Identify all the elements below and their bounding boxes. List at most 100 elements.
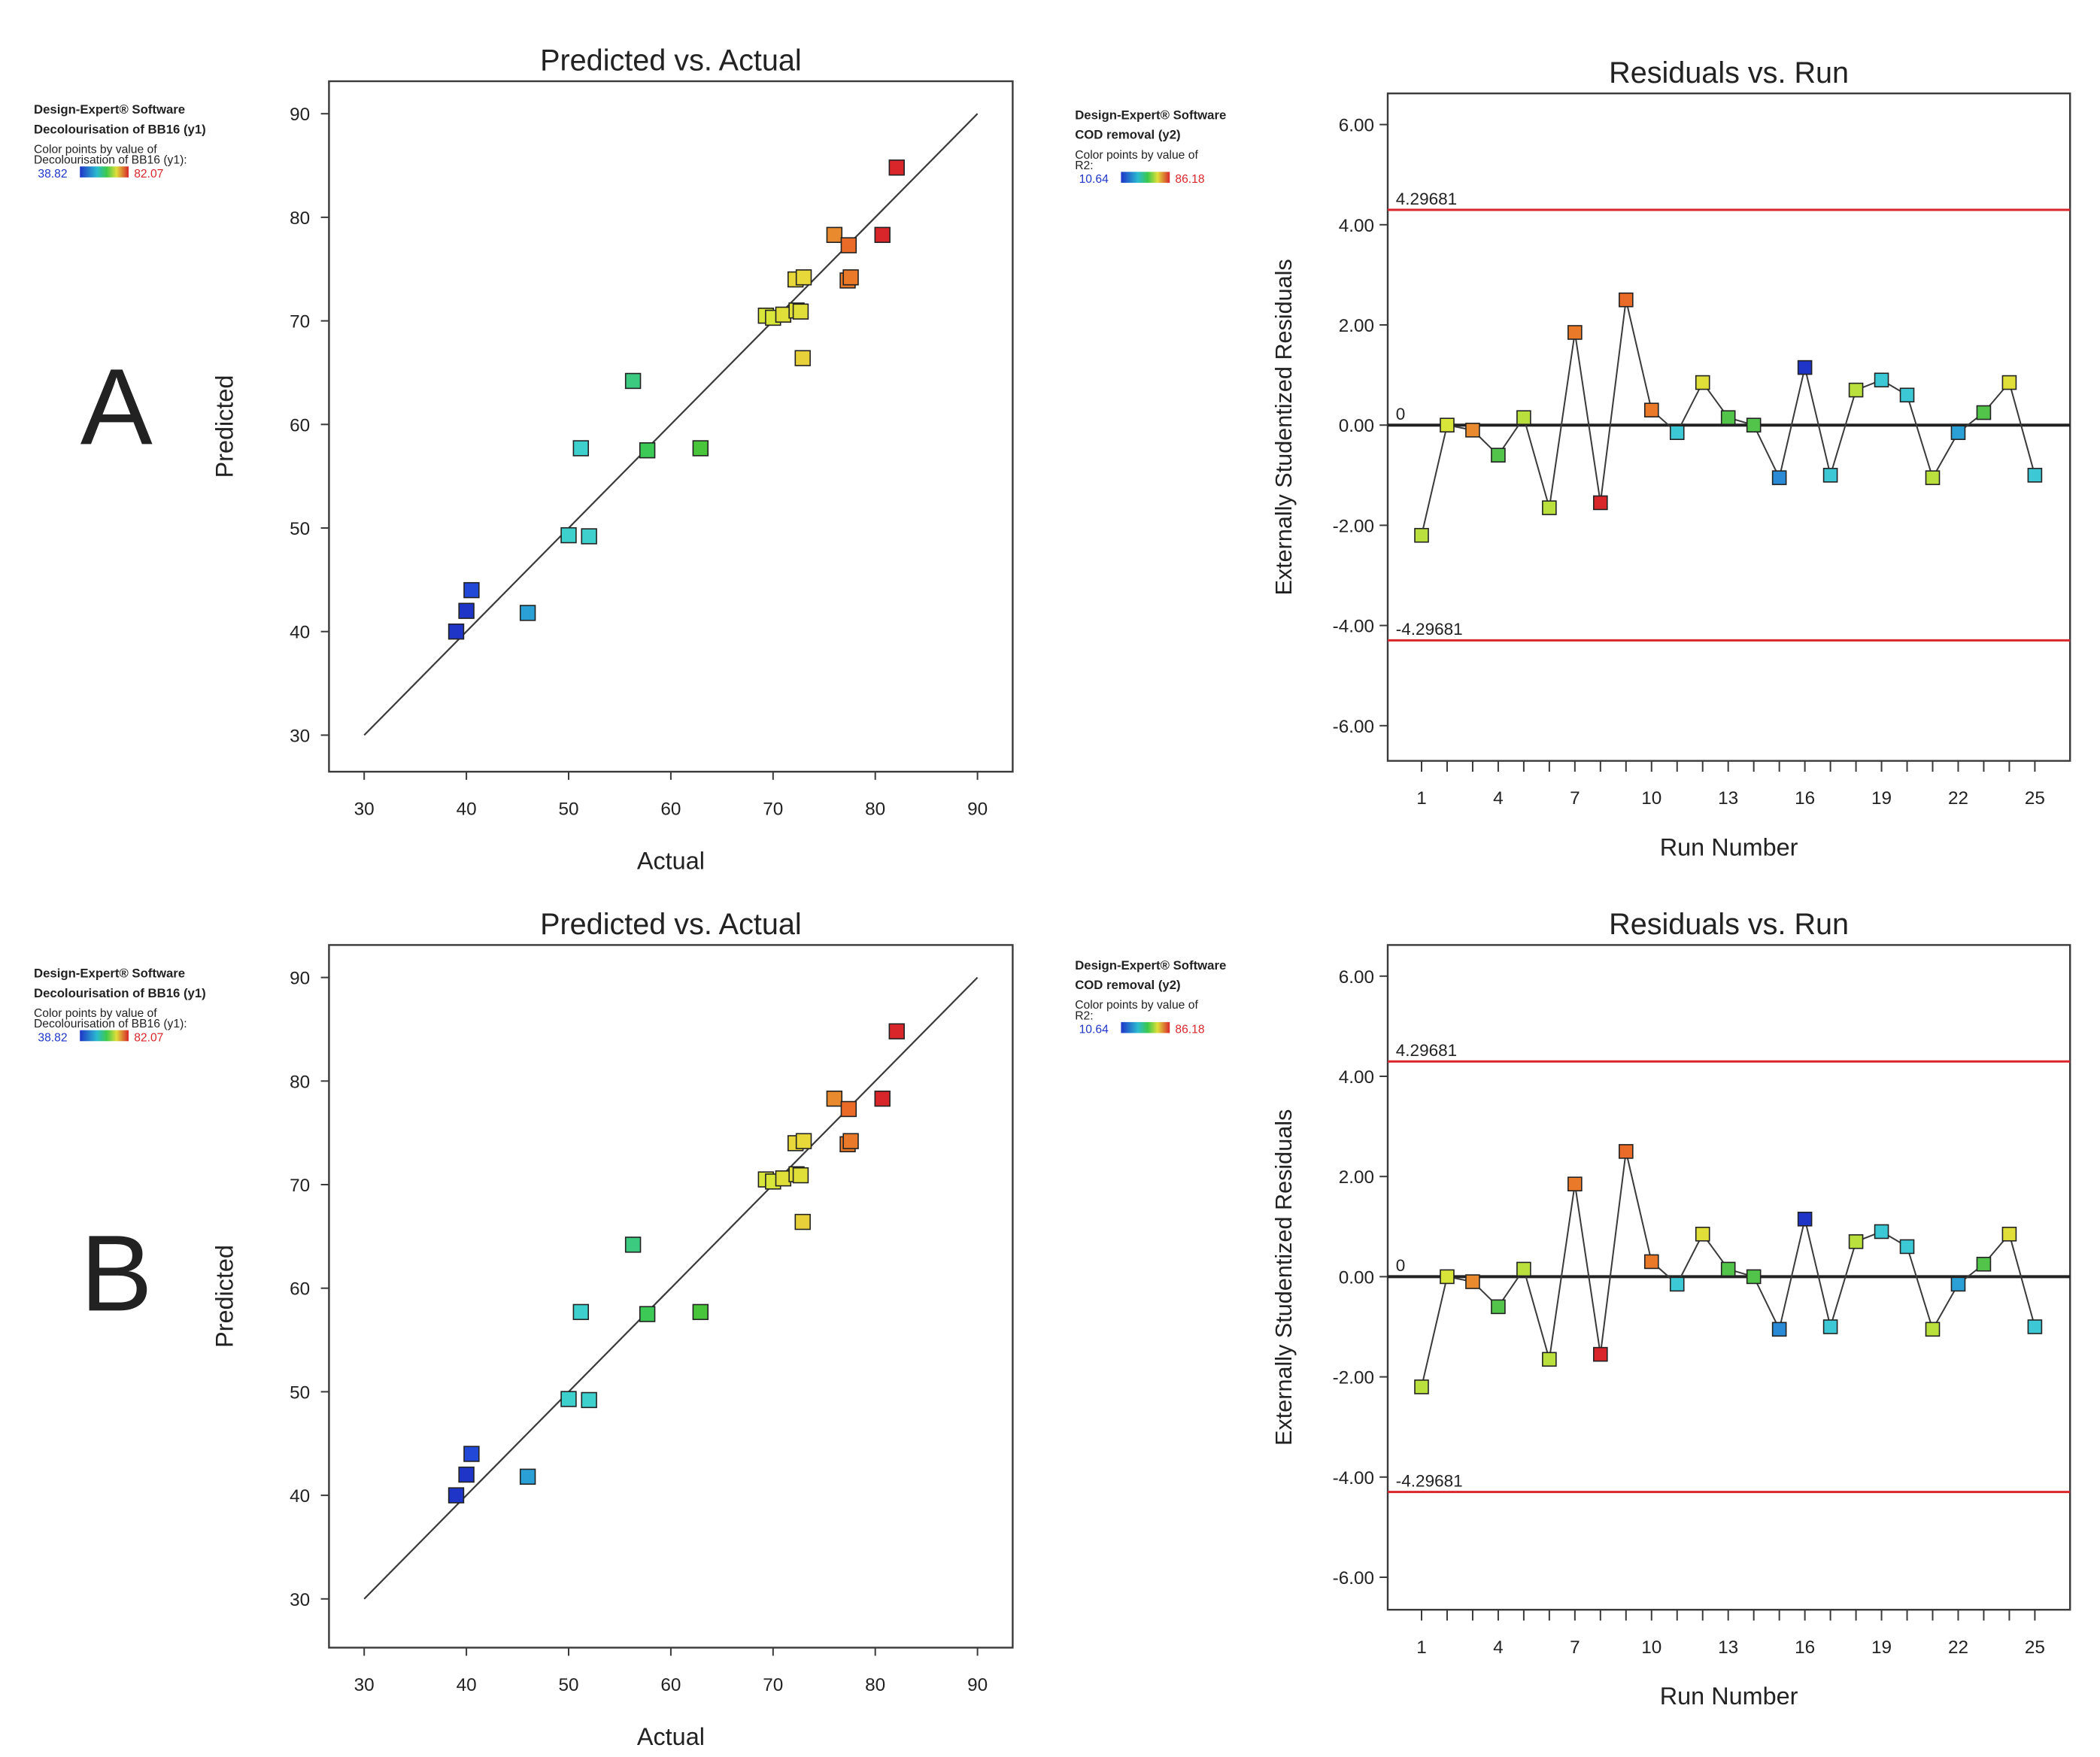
residual-point xyxy=(2027,467,2043,483)
y-tick-label: -2.00 xyxy=(1333,516,1374,536)
left-legend-color-note-2: Decolourisation of BB16 (y1): xyxy=(34,1018,187,1030)
x-tick-label: 60 xyxy=(660,800,681,820)
panel-b: B Design-Expert® Software Decolourisation … xyxy=(34,908,2071,1750)
data-point xyxy=(792,303,809,320)
y-axis-label: Predicted xyxy=(211,1245,238,1348)
y-axis-label: Externally Studentized Residuals xyxy=(1271,259,1297,595)
residual-point xyxy=(1695,1226,1710,1242)
left-legend-low-value: 38.82 xyxy=(38,1031,67,1044)
residual-point xyxy=(1491,448,1506,463)
right-legend-color-note-1: Color points by value of xyxy=(1075,149,1198,162)
y-tick-label: 80 xyxy=(290,208,310,229)
data-point xyxy=(794,1213,811,1231)
data-point xyxy=(826,1091,843,1107)
left-legend-low-value: 38.82 xyxy=(38,168,67,181)
residual-point xyxy=(1925,470,1941,485)
right-legend-color-note-2: R2: xyxy=(1075,1009,1093,1022)
left-legend-response: Decolourisation of BB16 (y1) xyxy=(34,122,206,136)
x-tick-label: 90 xyxy=(967,800,988,820)
data-point xyxy=(581,528,597,545)
y-tick-label: 2.00 xyxy=(1339,316,1374,336)
right-legend-gradient-bar xyxy=(1121,171,1170,184)
right-legend-software: Design-Expert® Software xyxy=(1075,108,1226,122)
left-legend-high-value: 82.07 xyxy=(134,1031,163,1044)
pred-vs-actual-frame xyxy=(328,944,1014,1649)
y-tick-label: 60 xyxy=(290,1279,310,1300)
right-legend-color-note-2: R2: xyxy=(1075,159,1093,172)
residual-point xyxy=(1950,1276,1966,1292)
residual-point xyxy=(1643,402,1659,418)
y-tick-label: 40 xyxy=(290,623,310,643)
data-point xyxy=(448,1487,465,1504)
residual-point xyxy=(1440,1269,1455,1285)
residual-point xyxy=(1797,1212,1813,1227)
residuals-title: Residuals vs. Run xyxy=(1609,908,1849,941)
residual-point xyxy=(1414,527,1429,543)
panel-a: A Design-Expert® Software Decolourisation … xyxy=(34,44,2071,875)
left-legend-color-note-1: Color points by value of xyxy=(34,144,157,156)
data-point xyxy=(795,1133,812,1149)
residual-point xyxy=(1619,292,1634,308)
x-tick-label: 16 xyxy=(1795,1637,1815,1658)
x-axis-label: Run Number xyxy=(1660,1683,1798,1710)
left-legend-color-note-1: Color points by value of xyxy=(34,1007,157,1020)
residual-point xyxy=(1542,1352,1557,1367)
residual-point xyxy=(1516,1261,1531,1277)
y-tick-label: 90 xyxy=(290,105,310,125)
x-tick-label: 4 xyxy=(1493,1637,1504,1658)
pred-vs-actual-title: Predicted vs. Actual xyxy=(540,908,802,941)
left-legend-software: Design-Expert® Software xyxy=(34,102,185,117)
right-legend-response: COD removal (y2) xyxy=(1075,128,1180,142)
lower-limit-label: -4.29681 xyxy=(1396,1471,1463,1490)
x-tick-label: 50 xyxy=(558,800,578,820)
upper-limit-label: 4.29681 xyxy=(1396,190,1457,208)
x-tick-label: 10 xyxy=(1641,1637,1661,1658)
right-legend-gradient-bar xyxy=(1121,1021,1170,1033)
right-legend-high-value: 86.18 xyxy=(1175,173,1204,186)
data-point xyxy=(692,440,709,457)
right-legend-software: Design-Expert® Software xyxy=(1075,958,1226,973)
residual-point xyxy=(1925,1322,1941,1337)
x-tick-label: 22 xyxy=(1948,1637,1968,1658)
data-point xyxy=(775,306,792,323)
residual-point xyxy=(1593,495,1608,511)
y-tick-label: 6.00 xyxy=(1339,967,1374,988)
x-tick-label: 25 xyxy=(2025,788,2045,809)
residual-point xyxy=(1976,405,1992,420)
residual-point xyxy=(1695,375,1710,390)
reference-line xyxy=(363,113,979,736)
residual-point xyxy=(1899,387,1915,403)
residual-point xyxy=(1848,382,1864,398)
data-point xyxy=(572,440,590,457)
residual-point xyxy=(1643,1254,1659,1270)
y-tick-label: -6.00 xyxy=(1333,1568,1374,1589)
y-tick-label: 4.00 xyxy=(1339,1067,1374,1088)
residual-point xyxy=(1797,360,1813,375)
y-axis-label: Predicted xyxy=(211,375,238,478)
data-point xyxy=(888,159,905,176)
residual-point xyxy=(1848,1234,1864,1249)
y-tick-label: 30 xyxy=(290,1590,310,1610)
left-legend-high-value: 82.07 xyxy=(134,168,163,181)
y-tick-label: 80 xyxy=(290,1072,310,1092)
x-tick-label: 40 xyxy=(457,800,477,820)
data-point xyxy=(639,442,656,459)
data-point xyxy=(874,226,891,244)
y-tick-label: -2.00 xyxy=(1333,1368,1374,1388)
x-tick-label: 1 xyxy=(1416,1637,1427,1658)
left-legend-gradient-bar xyxy=(80,1030,129,1042)
x-tick-label: 13 xyxy=(1718,788,1738,809)
residual-point xyxy=(1567,1176,1583,1191)
lower-limit-label: -4.29681 xyxy=(1396,620,1463,639)
residual-point xyxy=(1720,1261,1736,1277)
y-tick-label: 0.00 xyxy=(1339,416,1374,436)
y-tick-label: 0.00 xyxy=(1339,1267,1374,1288)
data-point xyxy=(463,1446,480,1462)
left-legend-gradient-bar xyxy=(80,166,129,178)
x-tick-label: 16 xyxy=(1795,788,1815,809)
residual-point xyxy=(1899,1239,1915,1255)
data-point xyxy=(519,1468,536,1485)
residual-point xyxy=(1619,1144,1634,1159)
data-point xyxy=(624,1237,642,1253)
